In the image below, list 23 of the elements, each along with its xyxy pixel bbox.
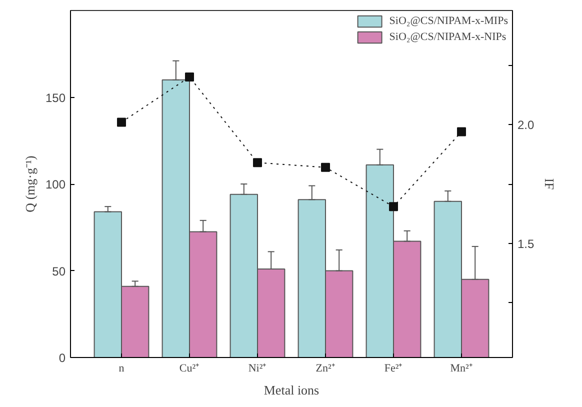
x-tick-label: n — [118, 362, 125, 374]
y-axis-title: Q (mg·g⁻¹) — [22, 156, 38, 212]
point — [253, 158, 262, 168]
x-tick-label: Mn²⁺ — [450, 362, 473, 374]
point — [185, 72, 194, 82]
x-tick-label: Zn²⁺ — [316, 362, 336, 374]
x-tick-label: Cu²⁺ — [179, 362, 200, 374]
y2-tick-label: 1.5 — [518, 236, 535, 251]
x-tick-label: Ni²⁺ — [248, 362, 267, 374]
point — [321, 162, 330, 172]
legend-label: SiO₂@CS/NIPAM-x-MIPs — [389, 15, 508, 27]
y-tick-label: 50 — [52, 264, 66, 278]
point — [117, 118, 126, 127]
legend-label: SiO₂@CS/NIPAM-x-NIPs — [389, 31, 506, 43]
y-tick-label: 0 — [58, 351, 66, 365]
point — [457, 127, 466, 136]
y2-axis-title: IF — [542, 178, 558, 190]
y2-tick-label: 2.0 — [518, 118, 535, 132]
point — [389, 202, 398, 212]
x-tick-label: Fe²⁺ — [384, 362, 403, 374]
y-tick-label: 150 — [45, 90, 66, 105]
x-axis-title: Metal ions — [264, 382, 320, 398]
y-tick-label: 100 — [45, 178, 66, 192]
